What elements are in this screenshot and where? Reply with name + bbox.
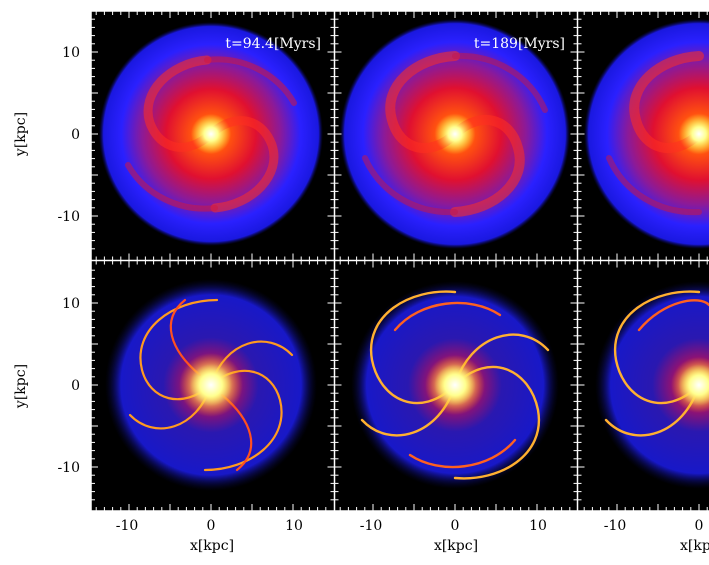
x-tick-label-p2-10: 10 <box>529 518 547 534</box>
y-axis-tick-labels: 10 0 -10 10 0 -10 <box>57 45 80 476</box>
x-axis-tick-labels: -10 0 10 -10 0 10 -10 0 <box>116 518 704 534</box>
y-tick-label-top-minus10: -10 <box>57 209 80 225</box>
axis-tick-marks <box>91 11 708 511</box>
panel-bottom-2-image <box>351 281 559 489</box>
y-tick-label-bottom-minus10: -10 <box>57 460 80 476</box>
x-tick-label-p2-minus10: -10 <box>360 518 383 534</box>
panel-top-1-image <box>99 22 323 246</box>
galactic-core <box>679 114 709 154</box>
galactic-core <box>179 353 243 417</box>
x-axis-title-p1: x[kpc] <box>190 538 234 554</box>
panel-bottom-1-image <box>105 279 317 491</box>
y-tick-label-top-10: 10 <box>62 45 80 61</box>
panel-bottom-3-image <box>595 281 709 489</box>
x-axis-title-p3: x[kpc] <box>680 538 709 554</box>
galactic-core <box>425 355 485 415</box>
galactic-core <box>435 114 475 154</box>
x-tick-label-p1-0: 0 <box>207 518 216 534</box>
panel-frames <box>90 10 709 512</box>
gas-disk <box>595 281 709 489</box>
x-tick-label-p1-minus10: -10 <box>116 518 139 534</box>
x-axis-title-p2: x[kpc] <box>434 538 478 554</box>
y-tick-label-top-0: 0 <box>71 127 80 143</box>
spiral-arms <box>125 55 297 213</box>
galactic-core <box>191 114 231 154</box>
x-tick-label-p3-0: 0 <box>695 518 704 534</box>
y-tick-label-bottom-0: 0 <box>71 378 80 394</box>
x-tick-label-p3-minus10: -10 <box>604 518 627 534</box>
y-axis-title-bottom: y[kpc] <box>13 364 29 409</box>
spiral-arms <box>606 51 704 216</box>
panel-top-2-image <box>340 19 570 249</box>
x-tick-label-p2-0: 0 <box>451 518 460 534</box>
panel-top-1-time-label: t=94.4[Myrs] <box>225 36 321 52</box>
galactic-core <box>671 357 709 413</box>
y-tick-label-bottom-10: 10 <box>62 296 80 312</box>
spiral-arms <box>362 51 548 217</box>
y-axis-title-top: y[kpc] <box>13 112 29 157</box>
x-tick-label-p1-10: 10 <box>285 518 303 534</box>
panel-top-2-time-label: t=189[Myrs] <box>474 36 565 52</box>
gas-filaments <box>360 290 550 480</box>
panel-top-3-image <box>584 19 709 249</box>
